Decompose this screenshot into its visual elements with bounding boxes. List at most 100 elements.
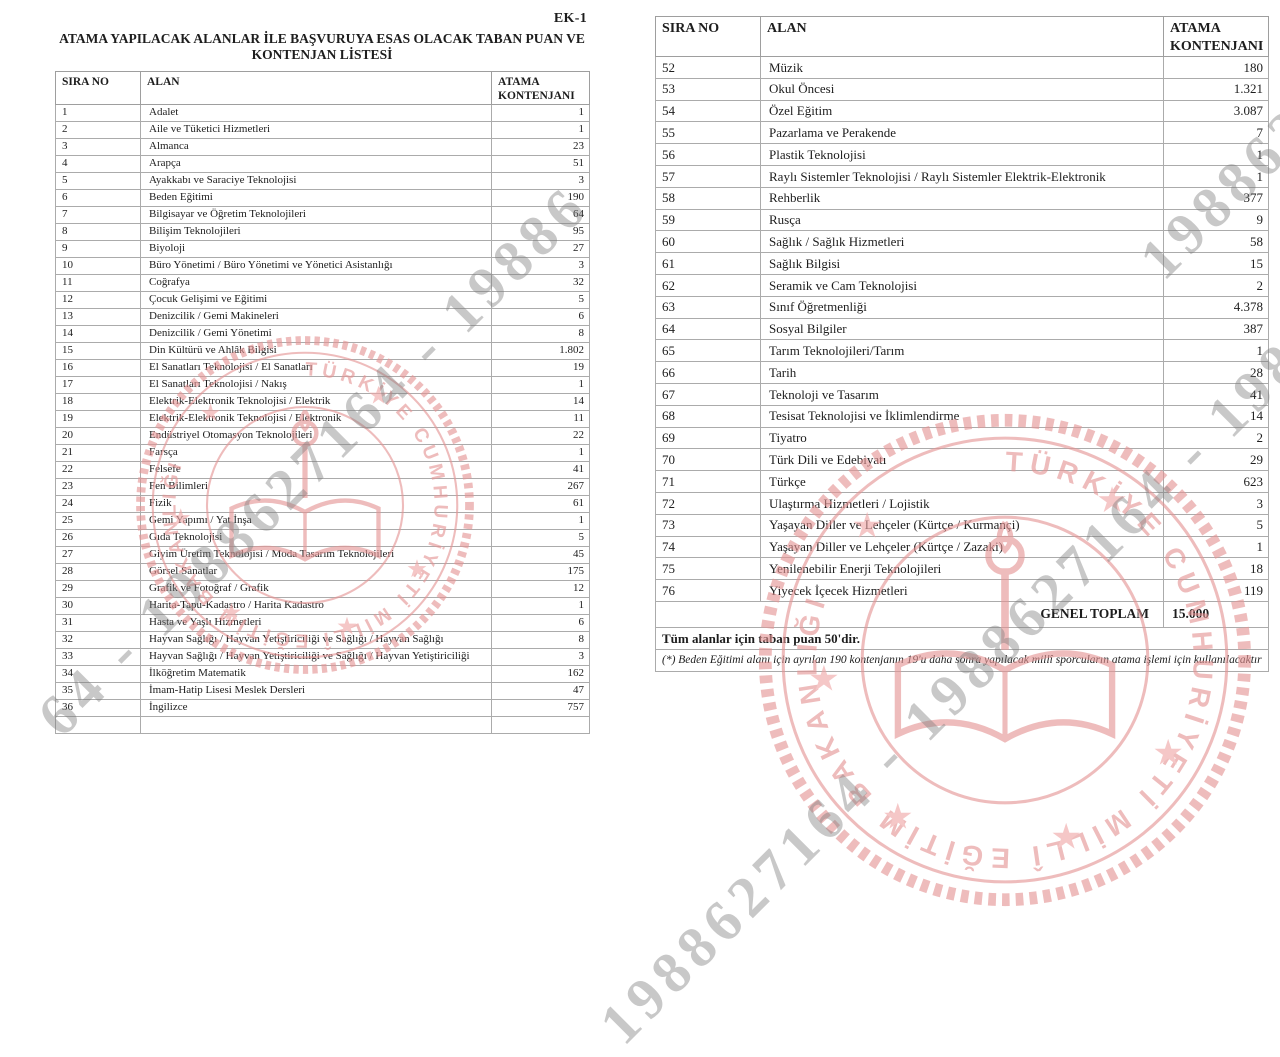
table-row: 5 Ayakkabı ve Saraciye Teknolojisi 3: [55, 171, 590, 190]
cell-sira-no: 66: [655, 361, 761, 384]
table-row: 62 Seramik ve Cam Teknolojisi 2: [655, 273, 1269, 297]
cell-kontenjan: 4.378: [1163, 295, 1269, 319]
cell-kontenjan: 29: [1163, 448, 1269, 472]
cell-kontenjan: 32: [491, 273, 590, 292]
column-header-sira-no: SIRA NO: [55, 71, 141, 105]
cell-kontenjan: 3: [491, 171, 590, 190]
column-header-sira-no: SIRA NO: [655, 16, 761, 57]
table-row: 36 İngilizce 757: [55, 698, 590, 717]
cell-kontenjan: 7: [1163, 121, 1269, 145]
cell-alan: Yiyecek İçecek Hizmetleri: [760, 579, 1164, 602]
cell-kontenjan: 1.321: [1163, 77, 1269, 101]
cell-alan: Adalet: [140, 103, 492, 122]
page-right: SIRA NO ALAN ATAMA KONTENJANI 52 Müzik 180…: [655, 0, 1269, 720]
cell-sira-no: 61: [655, 252, 761, 275]
cell-sira-no: 26: [55, 528, 141, 547]
cell-kontenjan: 61: [491, 494, 590, 513]
table-row: 7 Bilgisayar ve Öğretim Teknolojileri 64: [55, 205, 590, 224]
cell-kontenjan: 64: [491, 205, 590, 224]
cell-alan: Giyim Üretim Teknolojisi / Moda Tasarım …: [140, 545, 492, 564]
cell-kontenjan: 27: [491, 239, 590, 258]
cell-sira-no: 52: [655, 56, 761, 79]
cell-sira-no: 55: [655, 121, 761, 145]
cell-kontenjan: 8: [491, 630, 590, 649]
table-header-row: SIRA NO ALAN ATAMA KONTENJANI: [55, 71, 590, 105]
table-row: 69 Tiyatro 2: [655, 426, 1269, 450]
footnote-row: (*) Beden Eğitimi alanı için ayrılan 190…: [655, 648, 1269, 672]
cell-kontenjan: 175: [491, 562, 590, 581]
cell-kontenjan: 3: [491, 256, 590, 275]
table-row: 4 Arapça 51: [55, 154, 590, 173]
table-row: 76 Yiyecek İçecek Hizmetleri 119: [655, 579, 1269, 602]
table-row: 27 Giyim Üretim Teknolojisi / Moda Tasarı…: [55, 545, 590, 564]
cell-alan: Tesisat Teknolojisi ve İklimlendirme: [760, 404, 1164, 428]
cell-kontenjan: 757: [491, 698, 590, 717]
cell-kontenjan: 8: [491, 324, 590, 343]
grand-total-label: GENEL TOPLAM: [655, 600, 1164, 628]
table-row: 32 Hayvan Sağlığı / Hayvan Yetiştiriciliğ…: [55, 630, 590, 649]
cell-alan: Plastik Teknolojisi: [760, 143, 1164, 166]
cell-sira-no: 8: [55, 222, 141, 241]
cell-kontenjan: 1: [491, 596, 590, 615]
cell-sira-no: 73: [655, 513, 761, 537]
cell-kontenjan: 1: [491, 511, 590, 530]
cell-alan: Görsel Sanatlar: [140, 562, 492, 581]
table-row: 26 Gıda Teknolojisi 5: [55, 528, 590, 547]
cell-kontenjan: 387: [1163, 317, 1269, 341]
cell-sira-no: 11: [55, 273, 141, 292]
cell-kontenjan: 51: [491, 154, 590, 173]
cell-sira-no: 32: [55, 630, 141, 649]
table-row: 28 Görsel Sanatlar 175: [55, 562, 590, 581]
cell-kontenjan: 11: [491, 409, 590, 428]
cell-kontenjan: 1: [1163, 164, 1269, 188]
cell-sira-no: 20: [55, 426, 141, 445]
cell-alan: Biyoloji: [140, 239, 492, 258]
document-title-line2: KONTENJAN LİSTESİ: [251, 47, 393, 62]
cell-sira-no: 60: [655, 230, 761, 254]
cell-alan: Yenilenebilir Enerji Teknolojileri: [760, 557, 1164, 581]
cell-kontenjan: 6: [491, 307, 590, 326]
base-score-note: Tüm alanlar için taban puan 50'dir.: [655, 626, 1269, 650]
table-row: 25 Gemi Yapımı / Yat İnşa 1: [55, 511, 590, 530]
table-row: 29 Grafik ve Fotoğraf / Grafik 12: [55, 579, 590, 598]
cell-sira-no: 7: [55, 205, 141, 224]
grand-total-row: GENEL TOPLAM 15.000: [655, 600, 1269, 628]
table-row: 75 Yenilenebilir Enerji Teknolojileri 18: [655, 557, 1269, 581]
cell-alan: Türk Dili ve Edebiyatı: [760, 448, 1164, 472]
cell-alan: Bilgisayar ve Öğretim Teknolojileri: [140, 205, 492, 224]
cell-alan: Sağlık / Sağlık Hizmetleri: [760, 230, 1164, 254]
cell-sira-no: 71: [655, 470, 761, 493]
cell-sira-no: 29: [55, 579, 141, 598]
cell-alan: Grafik ve Fotoğraf / Grafik: [140, 579, 492, 598]
cell-sira-no: 59: [655, 208, 761, 232]
table-row: 55 Pazarlama ve Perakende 7: [655, 121, 1269, 145]
cell-sira-no: 72: [655, 491, 761, 515]
cell-kontenjan: 5: [1163, 513, 1269, 537]
table-row: 65 Tarım Teknolojileri/Tarım 1: [655, 339, 1269, 363]
cell-kontenjan: 6: [491, 613, 590, 632]
quota-table-left: SIRA NO ALAN ATAMA KONTENJANI 1 Adalet 1 2 A…: [55, 71, 590, 734]
cell-alan: Yaşayan Diller ve Lehçeler (Kürtçe / Zaz…: [760, 535, 1164, 559]
cell-kontenjan: 22: [491, 426, 590, 445]
table-row: 59 Rusça 9: [655, 208, 1269, 232]
cell-sira-no: 14: [55, 324, 141, 343]
cell-kontenjan: 377: [1163, 186, 1269, 210]
cell-sira-no: 57: [655, 164, 761, 188]
cell-sira-no: 23: [55, 477, 141, 496]
cell-sira-no: 70: [655, 448, 761, 472]
cell-alan: Yaşayan Diller ve Lehçeler (Kürtçe / Kur…: [760, 513, 1164, 537]
cell-sira-no: 69: [655, 426, 761, 450]
cell-sira-no: 35: [55, 681, 141, 700]
cell-sira-no: 27: [55, 545, 141, 564]
table-row: 21 Farsça 1: [55, 443, 590, 462]
table-row: 13 Denizcilik / Gemi Makineleri 6: [55, 307, 590, 326]
cell-sira-no: 34: [55, 664, 141, 683]
cell-alan: Endüstriyel Otomasyon Teknolojileri: [140, 426, 492, 445]
column-header-atama-kontenjani: ATAMA KONTENJANI: [491, 71, 590, 105]
cell-kontenjan: 190: [491, 188, 590, 207]
cell-alan: Farsça: [140, 443, 492, 462]
cell-kontenjan: 45: [491, 545, 590, 564]
table-row: 35 İmam-Hatip Lisesi Meslek Dersleri 47: [55, 681, 590, 700]
footnote-text: (*) Beden Eğitimi alanı için ayrılan 190…: [655, 648, 1269, 672]
cell-sira-no: 53: [655, 77, 761, 101]
